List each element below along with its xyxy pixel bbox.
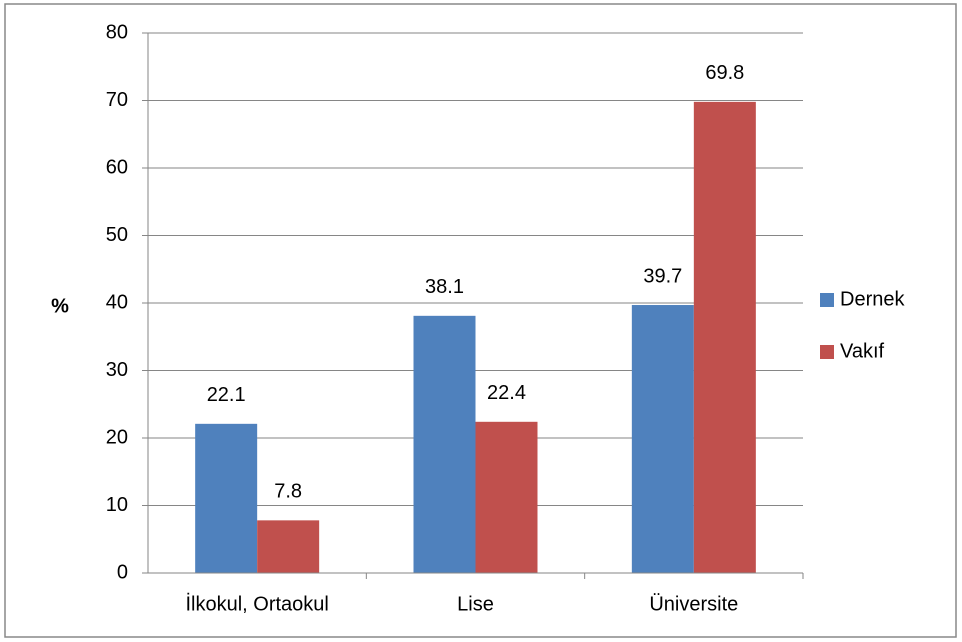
bar bbox=[195, 423, 258, 573]
legend-label: Dernek bbox=[840, 288, 905, 310]
legend-swatch bbox=[820, 293, 834, 307]
legend-swatch bbox=[820, 345, 834, 359]
data-label: 39.7 bbox=[643, 265, 682, 287]
x-tick-label: Lise bbox=[457, 593, 494, 615]
bar bbox=[693, 101, 756, 573]
x-tick-label: Üniversite bbox=[649, 593, 738, 615]
bar bbox=[257, 520, 320, 573]
data-label: 22.1 bbox=[207, 384, 246, 406]
x-tick-label: İlkokul, Ortaokul bbox=[185, 592, 328, 615]
data-label: 69.8 bbox=[705, 62, 744, 84]
y-tick-label: 40 bbox=[106, 291, 128, 313]
data-label: 7.8 bbox=[274, 481, 302, 503]
y-axis-label: % bbox=[51, 295, 69, 317]
bar bbox=[475, 421, 538, 573]
y-tick-label: 30 bbox=[106, 359, 128, 381]
y-tick-label: 70 bbox=[106, 89, 128, 111]
bar bbox=[631, 305, 694, 573]
y-tick-label: 10 bbox=[106, 494, 128, 516]
data-label: 22.4 bbox=[487, 382, 526, 404]
data-label: 38.1 bbox=[425, 276, 464, 298]
y-tick-label: 0 bbox=[117, 561, 128, 583]
y-tick-label: 20 bbox=[106, 426, 128, 448]
y-tick-label: 80 bbox=[106, 21, 128, 43]
y-tick-label: 60 bbox=[106, 156, 128, 178]
bar bbox=[413, 315, 476, 573]
legend-label: Vakıf bbox=[840, 340, 885, 362]
y-tick-label: 50 bbox=[106, 224, 128, 246]
